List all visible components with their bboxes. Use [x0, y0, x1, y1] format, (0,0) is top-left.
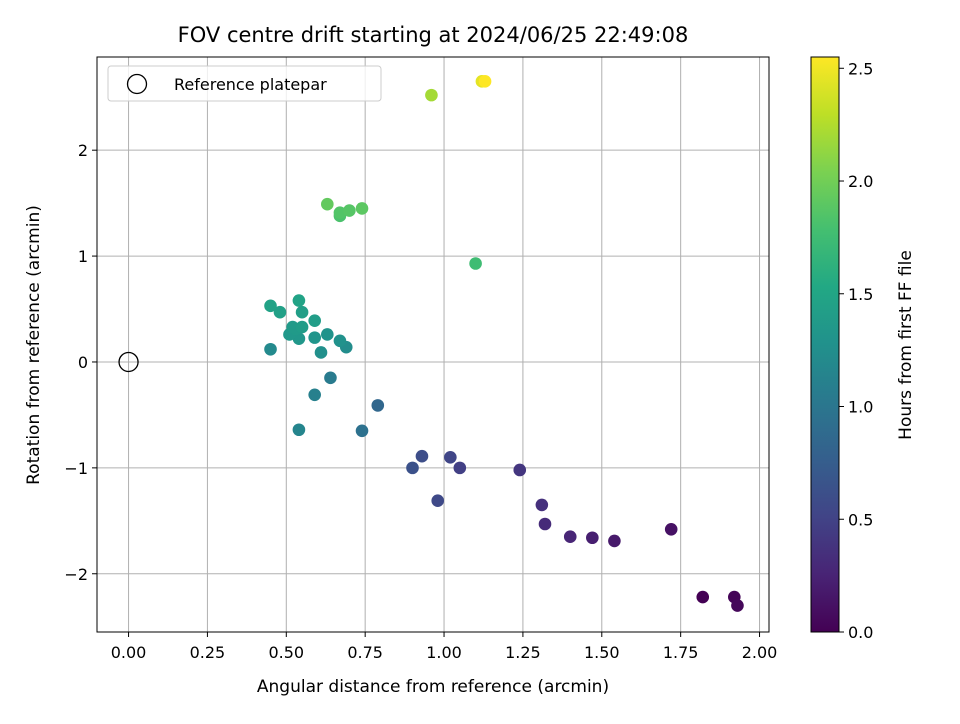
data-point [321, 197, 334, 211]
data-point [333, 206, 347, 219]
colorbar-tick-label: 0.5 [848, 510, 873, 529]
y-tick-label: 2 [78, 141, 88, 160]
data-point [286, 320, 299, 334]
x-tick-label: 0.25 [190, 643, 226, 662]
y-axis-ticks: −2 −1 0 1 2 [64, 141, 97, 584]
data-point [478, 75, 492, 88]
x-tick-label: 1.25 [505, 643, 541, 662]
data-point [308, 314, 321, 327]
data-point [355, 202, 369, 215]
x-tick-label: 1.00 [426, 643, 462, 662]
grid-lines [97, 57, 769, 632]
data-point [264, 342, 277, 356]
x-tick-label: 2.00 [742, 643, 778, 662]
data-point [731, 599, 744, 612]
data-point [425, 88, 438, 102]
legend: Reference platepar [107, 65, 382, 102]
colorbar-tick-label: 2.0 [848, 172, 873, 191]
chart-title: FOV centre drift starting at 2024/06/25 … [178, 23, 689, 47]
colorbar-tick-label: 1.0 [848, 398, 873, 417]
data-point [324, 371, 337, 385]
x-axis-ticks: 0.00 0.25 0.50 0.75 1.00 1.25 1.50 1.75 2.00 [111, 632, 778, 662]
data-point [563, 530, 577, 543]
data-point [314, 346, 328, 359]
x-tick-label: 0.00 [111, 643, 147, 662]
data-point [406, 461, 419, 475]
data-point [295, 305, 309, 319]
colorbar-tick-label: 2.5 [848, 59, 873, 78]
data-point [355, 424, 369, 438]
data-point [469, 257, 482, 270]
colorbar-tick-label: 0.0 [848, 623, 873, 642]
colorbar [810, 56, 840, 633]
y-tick-label: −2 [64, 565, 88, 584]
data-point [273, 305, 287, 319]
data-point [292, 423, 306, 437]
data-point [333, 334, 347, 348]
x-tick-label: 1.75 [663, 643, 699, 662]
y-axis-label: Rotation from reference (arcmin) [24, 205, 44, 485]
y-tick-label: −1 [64, 459, 88, 478]
legend-box [107, 65, 382, 102]
data-points [118, 75, 744, 612]
data-point [308, 388, 321, 402]
data-point [453, 461, 467, 475]
plot-area-frame [96, 56, 770, 633]
data-point [292, 294, 306, 307]
y-tick-label: 1 [78, 247, 88, 266]
data-point [295, 320, 309, 334]
data-point [513, 463, 527, 477]
data-point [264, 299, 277, 313]
data-point [415, 449, 429, 463]
legend-label-reference: Reference platepar [174, 75, 327, 94]
x-tick-label: 0.50 [268, 643, 304, 662]
data-point [535, 498, 549, 512]
data-point [308, 331, 321, 344]
colorbar-tick-label: 1.5 [848, 285, 873, 304]
x-tick-label: 1.50 [584, 643, 620, 662]
data-point [696, 590, 710, 604]
data-point [343, 204, 356, 217]
data-point [608, 534, 621, 548]
data-point [371, 399, 385, 412]
data-point [538, 517, 552, 531]
colorbar-ticks: 0.0 0.5 1.0 1.5 2.0 2.5 [839, 59, 873, 642]
reference-platepar-marker [118, 351, 139, 373]
x-axis-label: Angular distance from reference (arcmin) [257, 677, 609, 697]
y-tick-label: 0 [78, 353, 88, 372]
data-point [292, 332, 306, 345]
legend-marker-reference [126, 73, 148, 95]
data-point [321, 328, 334, 341]
colorbar-label: Hours from first FF file [896, 250, 916, 440]
x-tick-label: 0.75 [347, 643, 383, 662]
data-point [431, 494, 445, 507]
data-point [444, 450, 457, 464]
data-point [664, 522, 678, 536]
data-point [586, 531, 599, 545]
